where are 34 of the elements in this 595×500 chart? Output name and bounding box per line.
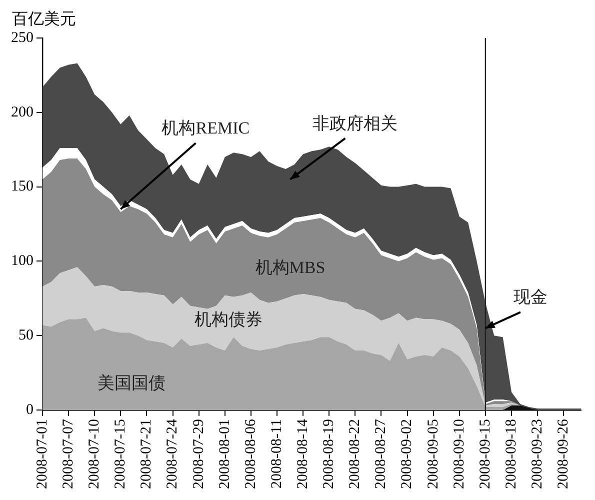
x-tick-label: 2008-08-06 [242, 418, 259, 490]
x-tick-label: 2008-07-15 [112, 419, 129, 490]
annotation: 机构REMIC [162, 118, 250, 138]
x-tick-label: 2008-08-27 [373, 418, 390, 490]
y-tick-label: 200 [11, 104, 34, 120]
annotation: 美国国债 [97, 373, 166, 392]
x-tick-label: 2008-09-02 [399, 419, 416, 490]
annotation: 机构债券 [194, 310, 262, 330]
x-tick-label: 2008-07-01 [34, 419, 50, 490]
annotation: 非政府相关 [312, 114, 398, 133]
y-tick-label: 150 [11, 178, 34, 195]
x-tick-label: 2008-09-10 [451, 419, 468, 490]
y-tick-label: 50 [18, 328, 34, 344]
x-tick-label: 2008-08-19 [321, 419, 338, 490]
x-tick-label: 2008-07-10 [86, 419, 103, 490]
x-tick-label: 2008-09-26 [556, 418, 572, 490]
x-tick-label: 2008-08-22 [347, 419, 364, 490]
y-tick-label: 100 [11, 253, 34, 270]
x-tick-label: 2008-09-18 [503, 419, 520, 490]
annotation: 现金 [513, 288, 548, 307]
x-tick-label: 2008-08-11 [268, 419, 285, 488]
annotation: 机构MBS [255, 258, 326, 278]
y-tick-label: 250 [11, 30, 34, 46]
x-tick-label: 2008-09-23 [530, 419, 546, 490]
x-tick-label: 2008-07-29 [190, 419, 207, 490]
x-tick-label: 2008-07-07 [60, 418, 76, 490]
y-axis-title: 百亿美元 [12, 10, 76, 28]
x-tick-label: 2008-07-21 [138, 419, 155, 490]
y-tick-label: 0 [26, 402, 34, 418]
x-tick-label: 2008-07-24 [164, 418, 181, 490]
x-tick-label: 2008-09-15 [477, 419, 494, 490]
x-tick-label: 2008-08-14 [295, 418, 311, 490]
x-tick-label: 2008-09-05 [425, 419, 442, 490]
x-tick-label: 2008-08-01 [216, 419, 233, 490]
